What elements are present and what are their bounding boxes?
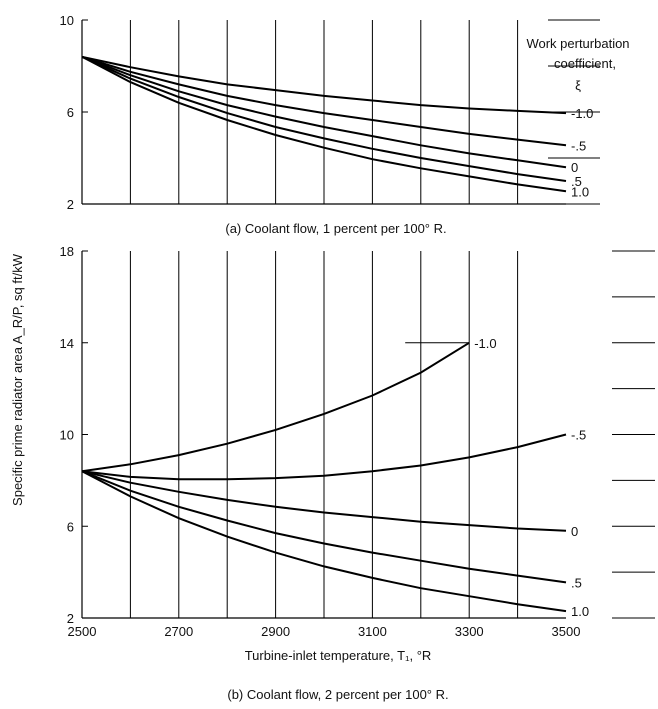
series-label-1.0: 1.0: [571, 604, 589, 619]
x-tick-label-2500: 2500: [68, 624, 97, 639]
series-line--.5: [81, 55, 567, 147]
series-line-0: [81, 470, 567, 532]
y-tick-label-10: 10: [60, 13, 74, 28]
x-tick-label-3100: 3100: [358, 624, 387, 639]
y-tick-label-2: 2: [67, 611, 74, 626]
series-label-0: 0: [571, 160, 578, 175]
series-label-1.0: 1.0: [571, 184, 589, 199]
series-line-.5: [81, 55, 567, 182]
x-tick-label-3300: 3300: [455, 624, 484, 639]
x-axis-label: Turbine-inlet temperature, T₁, °R: [245, 648, 432, 663]
x-tick-label-3500: 3500: [552, 624, 581, 639]
series-line-0: [81, 55, 567, 169]
series-label-.5: .5: [571, 174, 582, 189]
x-tick-label-2700: 2700: [164, 624, 193, 639]
legend-title-line-3: ξ: [575, 78, 581, 93]
legend-title-line-2: coefficient,: [554, 56, 616, 71]
y-tick-label-10: 10: [60, 428, 74, 443]
series-line--1.0: [81, 341, 470, 473]
series-label-0: 0: [571, 524, 578, 539]
plot-a: 2 6 10 -1.0 -.5 0.51.0: [60, 13, 600, 212]
series-label--.5: -.5: [571, 138, 586, 153]
series-line--.5: [81, 433, 567, 481]
series-line-.5: [81, 470, 567, 584]
x-tick-label-2900: 2900: [261, 624, 290, 639]
series-label--1.0: -1.0: [474, 336, 496, 351]
y-tick-label-2: 2: [67, 197, 74, 212]
y-tick-label-6: 6: [67, 519, 74, 534]
series-line-1.0: [81, 470, 567, 613]
y-tick-label-6: 6: [67, 105, 74, 120]
legend-title-line-1: Work perturbation: [526, 36, 629, 51]
series-line--1.0: [81, 55, 567, 115]
plot-b: 2 6 10 14 18 2500 2700 2900 3100 3300 3500 -1.0 -.5 0…: [60, 244, 655, 639]
caption-b: (b) Coolant flow, 2 percent per 100° R.: [227, 687, 448, 702]
y-axis-label: Specific prime radiator area A_R/P, sq f…: [10, 253, 25, 506]
series-label--.5: -.5: [571, 428, 586, 443]
caption-a: (a) Coolant flow, 1 percent per 100° R.: [225, 221, 446, 236]
series-label-.5: .5: [571, 575, 582, 590]
series-line-1.0: [81, 55, 567, 193]
y-tick-label-18: 18: [60, 244, 74, 259]
y-tick-label-14: 14: [60, 336, 74, 351]
series-label--1.0: -1.0: [571, 106, 593, 121]
